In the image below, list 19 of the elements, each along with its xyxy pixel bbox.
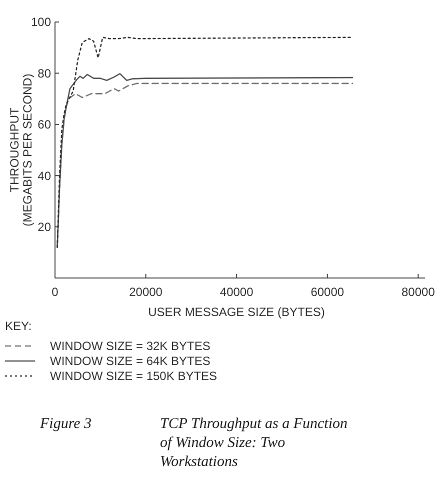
y-tick-label: 60 [38,118,52,132]
y-axis-title: THROUGHPUT (MEGABITS PER SECOND) [8,74,34,226]
x-tick-label: 20000 [129,285,163,299]
y-tick-label: 100 [30,15,52,30]
legend-label: WINDOW SIZE = 32K BYTES [50,339,210,354]
text: TCP Throughput as a Function of Window Size: Two Workstations [160,416,348,470]
x-tick-label: 40000 [220,285,254,299]
x-tick-label: 80000 [402,285,435,299]
x-tick-label: 0 [52,285,59,299]
x-tick-label: 60000 [310,285,344,299]
y-tick-label: 80 [38,66,52,80]
y-tick-label: 40 [38,168,52,183]
caption: Figure 3 [39,416,92,432]
legend-label: WINDOW SIZE = 64K BYTES [50,354,210,368]
y-tick-label: 20 [38,220,52,234]
legend-label: WINDOW SIZE = 150K BYTES [50,369,218,384]
x-axis-title: USER MESSAGE SIZE (BYTES) [148,305,325,319]
line-series [56,36,354,248]
legend-title: KEY: [5,319,32,333]
